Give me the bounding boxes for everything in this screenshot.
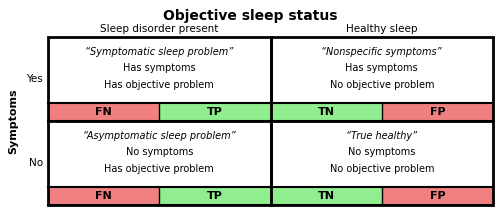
Bar [159, 187, 270, 205]
Text: Healthy sleep: Healthy sleep [346, 24, 418, 34]
Text: TN: TN [318, 107, 334, 117]
Text: “Nonspecific symptoms”: “Nonspecific symptoms” [322, 47, 442, 57]
Bar [48, 37, 493, 205]
Text: No objective problem: No objective problem [330, 80, 434, 90]
Text: FP: FP [430, 107, 445, 117]
Text: Yes: Yes [26, 74, 43, 84]
Text: “True healthy”: “True healthy” [346, 131, 418, 141]
Text: Has symptoms: Has symptoms [346, 63, 418, 73]
Text: Has objective problem: Has objective problem [104, 80, 214, 90]
Bar [48, 103, 159, 121]
Text: No symptoms: No symptoms [126, 147, 193, 157]
Bar [382, 187, 493, 205]
Text: “Asymptomatic sleep problem”: “Asymptomatic sleep problem” [83, 131, 235, 141]
Text: FP: FP [430, 191, 445, 201]
Text: TN: TN [318, 191, 334, 201]
Bar [48, 187, 159, 205]
Text: FN: FN [95, 107, 112, 117]
Bar [382, 103, 493, 121]
Text: Has symptoms: Has symptoms [123, 63, 196, 73]
Text: Objective sleep status: Objective sleep status [163, 9, 337, 23]
Text: Has objective problem: Has objective problem [104, 164, 214, 174]
Text: Sleep disorder present: Sleep disorder present [100, 24, 218, 34]
Text: No: No [29, 158, 43, 168]
Text: TP: TP [207, 107, 223, 117]
Bar [270, 187, 382, 205]
Text: No symptoms: No symptoms [348, 147, 416, 157]
Text: FN: FN [95, 191, 112, 201]
Text: Symptoms: Symptoms [8, 88, 18, 154]
Text: No objective problem: No objective problem [330, 164, 434, 174]
Text: “Symptomatic sleep problem”: “Symptomatic sleep problem” [85, 47, 234, 57]
Text: TP: TP [207, 191, 223, 201]
Bar [159, 103, 270, 121]
Bar [270, 103, 382, 121]
